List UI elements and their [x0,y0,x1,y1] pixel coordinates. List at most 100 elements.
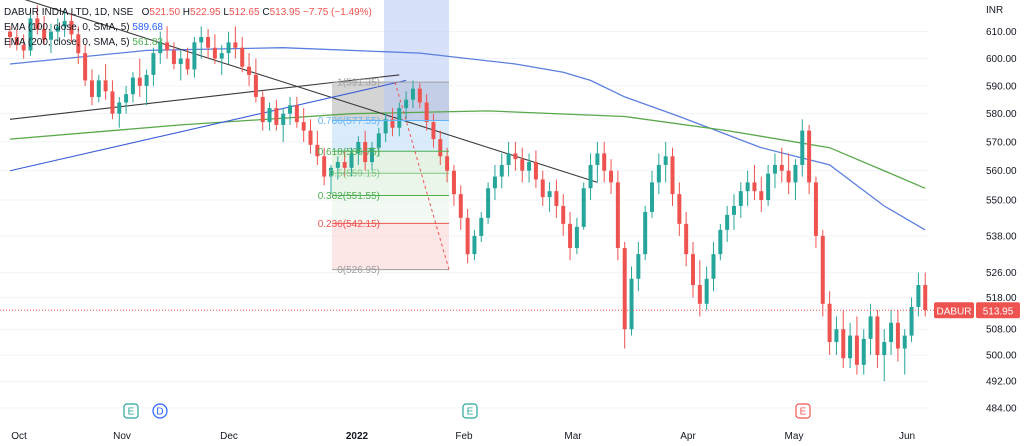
candle-body [499,164,504,177]
ema100-line [9,47,926,231]
candle-body [410,88,415,100]
candle-body [663,156,668,165]
candle-body [267,108,272,123]
candle-body [568,223,573,249]
candle-body [308,130,313,145]
fibonacci-level-label: 0.786(577.55) [318,116,380,127]
candle-body [609,170,614,183]
candle-body [704,278,709,304]
event-marker-letter: D [156,407,163,418]
candle-body [274,108,279,125]
candle-body [110,91,115,114]
candle-body [479,217,484,236]
candle-body [199,37,204,43]
candle-body [260,96,265,123]
candle-body [55,26,60,32]
fibonacci-level-label: 1(591.35) [337,78,380,89]
trend-line [9,79,407,172]
candle-body [233,42,238,48]
candle-body [554,191,559,206]
candle-body [711,254,716,279]
price-tick-label: 526.00 [986,268,1017,279]
event-marker-letter: E [128,407,135,418]
time-tick-label: Jun [899,431,915,442]
fibonacci-zone [332,173,449,196]
candle-body [445,156,450,171]
ema200-label: EMA (200, close, 0, SMA, 5) [4,37,130,48]
candle-body [923,284,928,311]
candle-body [253,74,258,97]
candle-body [62,21,67,27]
candle-body [834,329,839,343]
candle-body [752,182,757,192]
time-tick-label: May [785,431,804,442]
candle-body [520,159,525,171]
ema100-row: EMA (100, close, 0, SMA, 5) 589.68 [4,20,372,35]
candle-body [390,119,395,128]
price-tick-label: 484.00 [986,403,1017,414]
candle-body [8,31,12,38]
time-tick-label: Mar [564,431,582,442]
candle-body [827,303,832,343]
fibonacci-level-label: 0(526.95) [337,265,380,276]
time-tick-label: Apr [680,431,696,442]
candle-body [117,102,122,114]
fibonacci-level-label: 0.236(542.15) [318,219,380,230]
candle-body [424,102,429,123]
candle-body [807,130,812,183]
low-value: 512.65 [228,7,260,18]
candle-body [622,248,627,330]
earnings-marker [123,403,139,419]
candle-body [574,226,579,249]
candle-body [540,179,545,198]
time-tick-label: 2022 [346,431,369,442]
symbol-title: DABUR INDIA LTD, 1D, NSE [4,7,134,18]
candle-body [329,167,334,177]
candle-body [130,77,135,95]
candle-body [909,306,914,336]
price-tick-label: 580.00 [986,109,1017,120]
candle-body [861,338,866,365]
candle-body [144,74,149,86]
fibonacci-fill [332,0,449,270]
candle-body [89,80,94,97]
candle-body [636,254,641,279]
candle-body [14,37,19,46]
candle-body [397,108,402,128]
candle-body [882,342,887,356]
ticker-badge [934,302,974,319]
price-tick-label: 538.00 [986,231,1017,242]
candle-body [383,119,388,134]
close-label: C [262,7,270,18]
price-tick-label: 610.00 [986,27,1017,38]
candlesticks [8,5,928,382]
candle-body [854,335,859,365]
candle-body [458,194,463,218]
fibonacci-level-label: 0.382(551.55) [318,191,380,202]
ema200-row: EMA (200, close, 0, SMA, 5) 561.83 [4,35,372,50]
candle-body [185,58,190,70]
candle-body [820,235,825,304]
candle-body [779,164,784,171]
candle-body [417,88,422,103]
candle-body [322,156,327,177]
candle-body [137,77,142,86]
high-value: 522.95 [190,7,221,18]
candle-body [916,284,921,307]
candle-body [96,80,101,97]
event-marker-letter: E [800,407,807,418]
price-tick-label: 550.00 [986,196,1017,207]
candle-body [124,94,129,103]
low-label: L [223,7,229,18]
candle-body [451,170,456,195]
time-tick-label: Nov [113,431,131,442]
candle-body [615,182,620,249]
candle-body [684,223,689,255]
time-tick-label: Oct [11,431,27,442]
candle-body [226,42,231,54]
candle-body [533,162,538,180]
candle-body [786,170,791,183]
